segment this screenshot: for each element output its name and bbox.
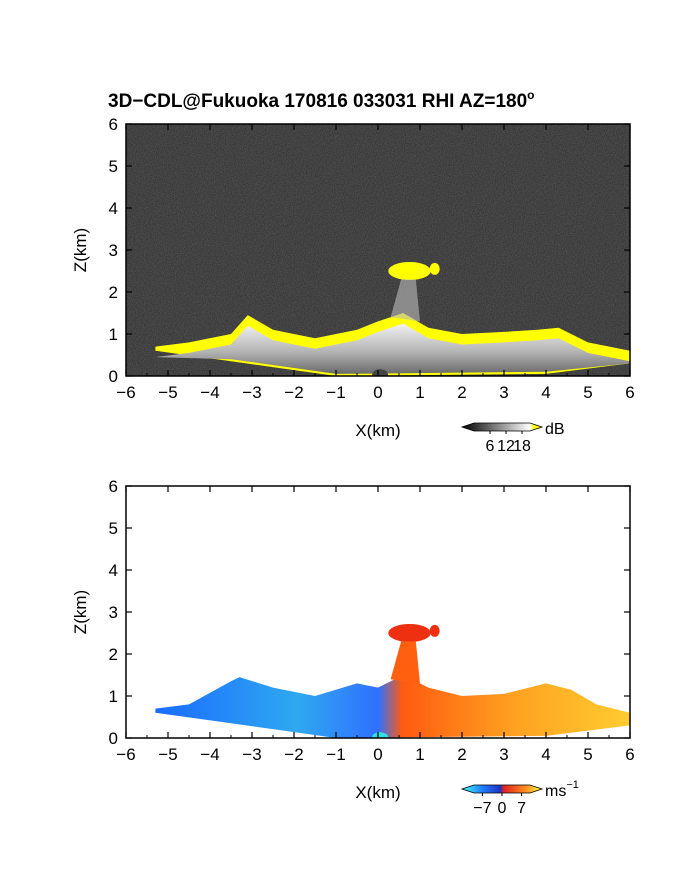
velocity-x-tick-label: −1 <box>326 745 345 764</box>
velocity-x-tick-label: 3 <box>499 745 508 764</box>
velocity-plot-area <box>155 624 630 738</box>
reflectivity-x-tick-label: 2 <box>457 383 466 402</box>
velocity-x-tick-label: 2 <box>457 745 466 764</box>
velocity-y-tick-label: 2 <box>109 645 118 664</box>
velocity-x-tick-label: 6 <box>625 745 634 764</box>
reflectivity-x-tick-label: 3 <box>499 383 508 402</box>
velocity-panel: −6 −5 −4 −3 −2 −1 0 1 2 3 4 5 6 0 1 2 3 4 5 6 X(km) Z(km) −… <box>71 477 635 817</box>
reflectivity-x-tick-label: −1 <box>326 383 345 402</box>
velocity-colorbar-unit-exponent: −1 <box>566 779 579 791</box>
velocity-plume-lobe <box>429 624 440 637</box>
reflectivity-y-tick-label: 0 <box>109 367 118 386</box>
reflectivity-x-tick-label: 5 <box>583 383 592 402</box>
reflectivity-x-tick-label: −3 <box>242 383 261 402</box>
velocity-x-tick-label: 1 <box>415 745 424 764</box>
velocity-colorbar-tick-label: −7 <box>473 800 491 817</box>
velocity-y-tick-label: 5 <box>109 519 118 538</box>
velocity-x-axis-label: X(km) <box>355 783 400 802</box>
velocity-axes: −6 −5 −4 −3 −2 −1 0 1 2 3 4 5 6 0 1 2 3 4 5 6 <box>109 477 635 764</box>
reflectivity-plume-stem <box>390 279 420 322</box>
velocity-y-tick-label: 3 <box>109 603 118 622</box>
velocity-colorbar-unit: ms−1 <box>545 779 579 800</box>
reflectivity-x-tick-label: 0 <box>373 383 382 402</box>
velocity-x-tick-label: 0 <box>373 745 382 764</box>
velocity-y-tick-label: 4 <box>109 561 118 580</box>
reflectivity-y-tick-label: 3 <box>109 241 118 260</box>
reflectivity-y-axis-label: Z(km) <box>71 228 90 272</box>
reflectivity-colorbar-tick-label: 18 <box>513 438 531 455</box>
velocity-colorbar-tick-label: 0 <box>498 800 507 817</box>
reflectivity-colorbar-unit: dB <box>545 421 565 438</box>
reflectivity-x-tick-label: −4 <box>200 383 219 402</box>
velocity-y-tick-label: 6 <box>109 477 118 496</box>
velocity-x-tick-label: 4 <box>541 745 550 764</box>
reflectivity-radar-site <box>372 369 389 376</box>
reflectivity-x-tick-label: 1 <box>415 383 424 402</box>
reflectivity-x-axis-label: X(km) <box>355 421 400 440</box>
reflectivity-y-tick-label: 5 <box>109 157 118 176</box>
velocity-x-tick-label: 5 <box>583 745 592 764</box>
velocity-y-tick-label: 0 <box>109 729 118 748</box>
reflectivity-x-tick-label: 4 <box>541 383 550 402</box>
velocity-colorbar-tick-label: 7 <box>517 800 526 817</box>
velocity-plume-cap <box>388 624 431 642</box>
reflectivity-colorbar-bar <box>460 422 544 432</box>
reflectivity-colorbar-tick-label: 12 <box>497 438 515 455</box>
reflectivity-x-tick-label: −2 <box>284 383 303 402</box>
velocity-x-tick-label: −2 <box>284 745 303 764</box>
reflectivity-plume-lobe <box>429 262 440 275</box>
reflectivity-y-tick-label: 2 <box>109 283 118 302</box>
velocity-colorbar-bar <box>460 784 544 794</box>
velocity-x-tick-label: −3 <box>242 745 261 764</box>
velocity-y-axis-label: Z(km) <box>71 590 90 634</box>
velocity-x-tick-label: −5 <box>158 745 177 764</box>
reflectivity-plume-cap <box>388 262 431 280</box>
reflectivity-x-tick-label: 6 <box>625 383 634 402</box>
velocity-y-tick-label: 1 <box>109 687 118 706</box>
reflectivity-x-tick-label: −5 <box>158 383 177 402</box>
velocity-echo-body <box>155 675 630 738</box>
velocity-radar-site <box>372 732 389 738</box>
reflectivity-colorbar-tick-label: 6 <box>486 438 495 455</box>
reflectivity-echo-body <box>155 323 630 374</box>
figure-title: 3D−CDL@Fukuoka 170816 033031 RHI AZ=180o <box>108 88 535 112</box>
velocity-plume-stem <box>390 641 420 684</box>
velocity-x-tick-label: −4 <box>200 745 219 764</box>
reflectivity-y-tick-label: 1 <box>109 325 118 344</box>
reflectivity-axes: −6 −5 −4 −3 −2 −1 0 1 2 3 4 5 6 0 1 2 3 4 5 6 <box>109 115 635 402</box>
reflectivity-y-tick-label: 4 <box>109 199 118 218</box>
reflectivity-plot-area <box>126 124 630 376</box>
reflectivity-x-tick-label: −6 <box>116 383 135 402</box>
reflectivity-y-tick-label: 6 <box>109 115 118 134</box>
velocity-colorbar: −7 0 7 ms−1 <box>460 779 579 817</box>
velocity-x-tick-label: −6 <box>116 745 135 764</box>
